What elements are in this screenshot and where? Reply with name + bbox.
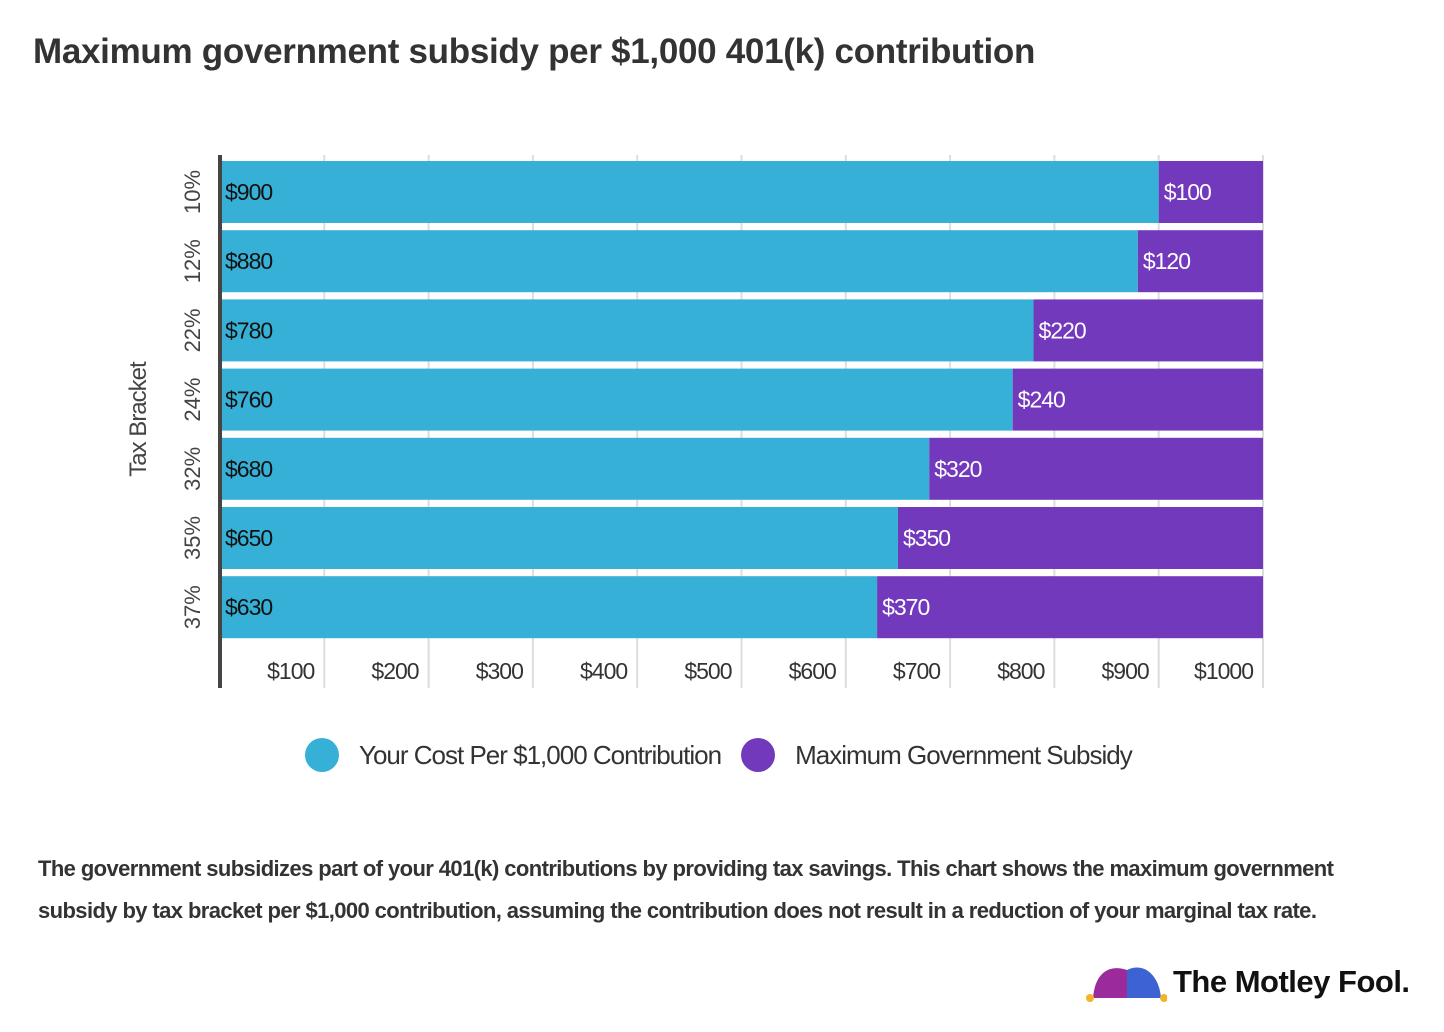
bar-segment xyxy=(929,437,1263,500)
data-label: $220 xyxy=(1039,317,1086,343)
data-label: $120 xyxy=(1143,248,1190,274)
x-tick-label: $500 xyxy=(684,658,731,684)
y-tick-label: 12% xyxy=(180,239,205,283)
data-label: $900 xyxy=(225,179,272,205)
bar-segment xyxy=(897,507,1263,569)
bar-segment xyxy=(220,161,1159,223)
y-tick-label: 32% xyxy=(180,447,205,491)
bar-segment xyxy=(1012,368,1263,431)
bar-segment xyxy=(220,368,1013,431)
legend-swatch xyxy=(741,738,776,772)
data-label: $350 xyxy=(903,525,950,551)
data-label: $240 xyxy=(1018,387,1065,413)
logo-text: The Motley Fool. xyxy=(1173,964,1410,999)
bar-segment xyxy=(220,299,1034,362)
data-label: $880 xyxy=(225,248,272,274)
x-tick-label: $900 xyxy=(1102,658,1149,684)
y-tick-label: 37% xyxy=(180,585,205,629)
y-tick-label: 35% xyxy=(180,516,205,560)
legend-item-cost: Your Cost Per $1,000 Contribution xyxy=(305,738,722,772)
legend-label: Maximum Government Subsidy xyxy=(795,739,1133,770)
chart-caption: The government subsidizes part of your 4… xyxy=(38,856,1334,923)
data-label: $100 xyxy=(1164,179,1211,205)
y-tick-label: 10% xyxy=(180,170,205,214)
bar-segment xyxy=(877,576,1263,639)
legend-label: Your Cost Per $1,000 Contribution xyxy=(359,739,722,770)
x-tick-label: $800 xyxy=(997,658,1044,684)
x-tick-label: $600 xyxy=(789,658,836,684)
legend-item-subsidy: Maximum Government Subsidy xyxy=(741,738,1133,772)
bar-segment xyxy=(1033,299,1263,362)
bar-segment xyxy=(220,576,878,639)
data-label: $680 xyxy=(225,456,272,482)
bar-segment xyxy=(1158,161,1263,223)
x-tick-label: $400 xyxy=(580,658,627,684)
chart-title: Maximum government subsidy per $1,000 40… xyxy=(33,32,1036,71)
legend-swatch xyxy=(305,738,339,772)
bar-segment xyxy=(220,230,1138,293)
data-label: $320 xyxy=(934,456,981,482)
y-tick-label: 24% xyxy=(180,378,205,422)
y-tick-label: 22% xyxy=(180,308,205,352)
data-label: $760 xyxy=(225,387,272,413)
data-label: $370 xyxy=(882,594,929,620)
x-tick-label: $1000 xyxy=(1194,658,1253,684)
legend: Your Cost Per $1,000 Contribution Maximu… xyxy=(305,738,1152,772)
y-axis-title: Tax Bracket xyxy=(125,361,152,477)
bar-segment xyxy=(1137,230,1263,293)
data-label: $780 xyxy=(225,317,272,343)
x-tick-label: $100 xyxy=(267,658,314,684)
bar-chart: $100 $200 $300 $400 $500 $600 $700 $800 $900 $100… xyxy=(125,155,1264,688)
motley-fool-logo: The Motley Fool. xyxy=(1085,960,1410,1004)
data-label: $650 xyxy=(225,525,272,551)
data-label: $630 xyxy=(225,594,272,620)
bar-segment xyxy=(220,437,930,500)
x-tick-label: $700 xyxy=(893,658,940,684)
jester-hat-icon xyxy=(1086,967,1167,1002)
x-tick-label: $200 xyxy=(371,658,418,684)
x-tick-label: $300 xyxy=(476,658,523,684)
bar-segment xyxy=(220,507,898,569)
